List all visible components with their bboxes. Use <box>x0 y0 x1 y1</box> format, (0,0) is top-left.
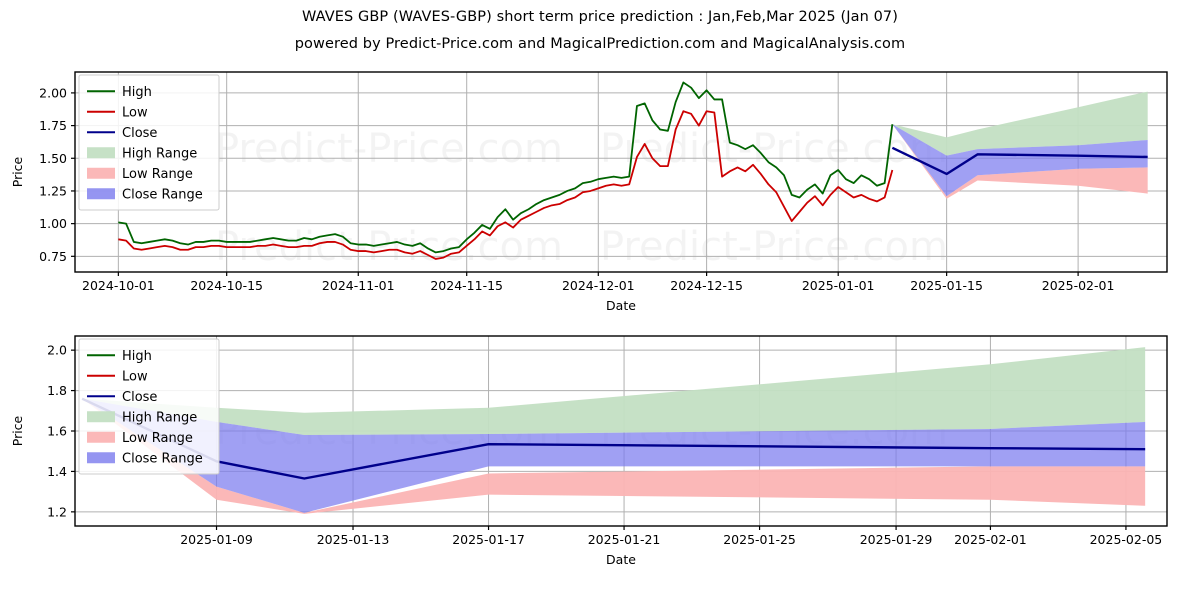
legend-label: Close <box>122 390 157 405</box>
legend-label: Low Range <box>122 431 193 446</box>
legend-label: Close <box>122 126 157 141</box>
page-title: WAVES GBP (WAVES-GBP) short term price p… <box>301 9 898 25</box>
legend-item-high-range[interactable]: High Range <box>87 410 197 425</box>
low-range-band <box>82 398 1146 514</box>
legend-label: High <box>122 349 152 364</box>
high-range-band <box>892 91 1148 156</box>
y-axis-label: Price <box>10 156 25 187</box>
x-tick-label: 2025-01-15 <box>910 278 983 293</box>
legend-label: High <box>122 85 152 100</box>
legend-patch-swatch <box>87 452 115 464</box>
legend-label: High Range <box>122 410 197 425</box>
page-subtitle: powered by Predict-Price.com and Magical… <box>294 36 906 52</box>
watermark: Predict-Price.com Predict-Price.com Predic… <box>215 126 948 270</box>
low-line <box>118 110 894 260</box>
y-axis-label: Price <box>10 415 25 446</box>
y-tick-label: 1.00 <box>39 216 67 231</box>
legend-patch-swatch <box>87 167 115 179</box>
legend-label: High Range <box>122 146 197 161</box>
legend-item-low-range[interactable]: Low Range <box>87 431 193 446</box>
x-axis-label: Date <box>606 552 636 567</box>
x-tick-label: 2025-02-01 <box>1042 278 1115 293</box>
legend-item-close-range[interactable]: Close Range <box>87 451 203 466</box>
y-tick-label: 1.50 <box>39 151 67 166</box>
x-tick-label: 2025-01-21 <box>588 532 661 547</box>
legend-item-high-range[interactable]: High Range <box>87 146 197 161</box>
y-tick-label: 1.2 <box>47 504 67 519</box>
legend-item-low[interactable]: Low <box>87 369 148 384</box>
gridlines <box>75 72 1167 272</box>
legend-label: Low <box>122 369 148 384</box>
legend-label: Close Range <box>122 451 203 466</box>
svg-text:Predict-Price.com: Predict-Price.com <box>215 126 563 172</box>
x-axis: 2024-10-01 2024-10-15 2024-11-01 2024-11-15… <box>82 272 1114 313</box>
y-tick-label: 1.4 <box>47 464 67 479</box>
legend-label: Low <box>122 105 148 120</box>
close-line <box>891 146 1148 176</box>
y-tick-label: 1.8 <box>47 383 67 398</box>
legend-item-high[interactable]: High <box>87 349 152 364</box>
legend-item-close[interactable]: Close <box>87 390 157 405</box>
y-tick-label: 2.0 <box>47 343 67 358</box>
legend-patch-swatch <box>87 147 115 159</box>
high-range-band <box>82 347 1146 436</box>
x-tick-label: 2024-12-01 <box>562 278 635 293</box>
x-tick-label: 2025-01-25 <box>723 532 796 547</box>
svg-text:Predict-Price.com: Predict-Price.com <box>215 224 563 270</box>
y-axis: 1.2 1.4 1.6 1.8 2.0 Price <box>10 343 75 519</box>
svg-text:Predict-Price.com: Predict-Price.com <box>600 224 948 270</box>
y-tick-label: 1.6 <box>47 424 67 439</box>
zoom-plot: Predict-Price.comPredict-Price.com1.21.4… <box>10 335 1168 567</box>
x-tick-label: 2024-10-15 <box>190 278 263 293</box>
legend-item-close-range[interactable]: Close Range <box>87 187 203 202</box>
x-axis: 2025-01-09 2025-01-13 2025-01-17 2025-01-21… <box>180 526 1162 567</box>
close-range-band <box>82 398 1146 513</box>
plot-frame <box>74 71 1168 273</box>
plot-area <box>75 72 1167 272</box>
y-axis: 0.75 1.00 1.25 1.50 1.75 2.00 Price <box>10 85 75 264</box>
overview-plot: Predict-Price.com Predict-Price.com Predic… <box>10 71 1168 313</box>
legend-item-low[interactable]: Low <box>87 105 148 120</box>
title-block: WAVES GBP (WAVES-GBP) short term price p… <box>0 0 1200 52</box>
overview-chart-panel: Predict-Price.com Predict-Price.com Predic… <box>0 62 1200 324</box>
legend-item-high[interactable]: High <box>87 85 152 100</box>
y-tick-label: 1.25 <box>39 183 67 198</box>
legend-label: Low Range <box>122 167 193 182</box>
x-tick-label: 2025-01-17 <box>452 532 525 547</box>
y-tick-label: 1.75 <box>39 118 67 133</box>
low-range-band <box>892 124 1148 199</box>
legend-item-low-range[interactable]: Low Range <box>87 167 193 182</box>
x-tick-label: 2025-01-29 <box>860 532 933 547</box>
plot-area <box>75 336 1167 526</box>
legend: High Low Close High Range Low Range Close Ran… <box>78 338 220 475</box>
legend-item-close[interactable]: Close <box>87 126 157 141</box>
x-tick-label: 2025-02-05 <box>1090 532 1163 547</box>
legend-patch-swatch <box>87 188 115 200</box>
x-tick-label: 2024-11-01 <box>322 278 395 293</box>
legend-label: Close Range <box>122 187 203 202</box>
x-tick-label: 2024-10-01 <box>82 278 155 293</box>
x-tick-label: 2024-12-15 <box>670 278 743 293</box>
y-tick-label: 2.00 <box>39 85 67 100</box>
x-tick-label: 2025-01-13 <box>317 532 390 547</box>
legend-patch-swatch <box>87 411 115 423</box>
x-tick-label: 2025-02-01 <box>954 532 1027 547</box>
legend: High Low Close High Range Low Range Close Ran… <box>78 74 220 211</box>
x-tick-label: 2025-01-09 <box>180 532 253 547</box>
y-tick-label: 0.75 <box>39 249 67 264</box>
x-tick-label: 2024-11-15 <box>430 278 503 293</box>
high-line <box>118 81 894 254</box>
x-tick-label: 2025-01-01 <box>802 278 875 293</box>
zoom-chart-panel: Predict-Price.comPredict-Price.com1.21.4… <box>0 326 1200 600</box>
close-range-band <box>892 124 1148 197</box>
x-axis-label: Date <box>606 298 636 313</box>
legend-patch-swatch <box>87 431 115 443</box>
